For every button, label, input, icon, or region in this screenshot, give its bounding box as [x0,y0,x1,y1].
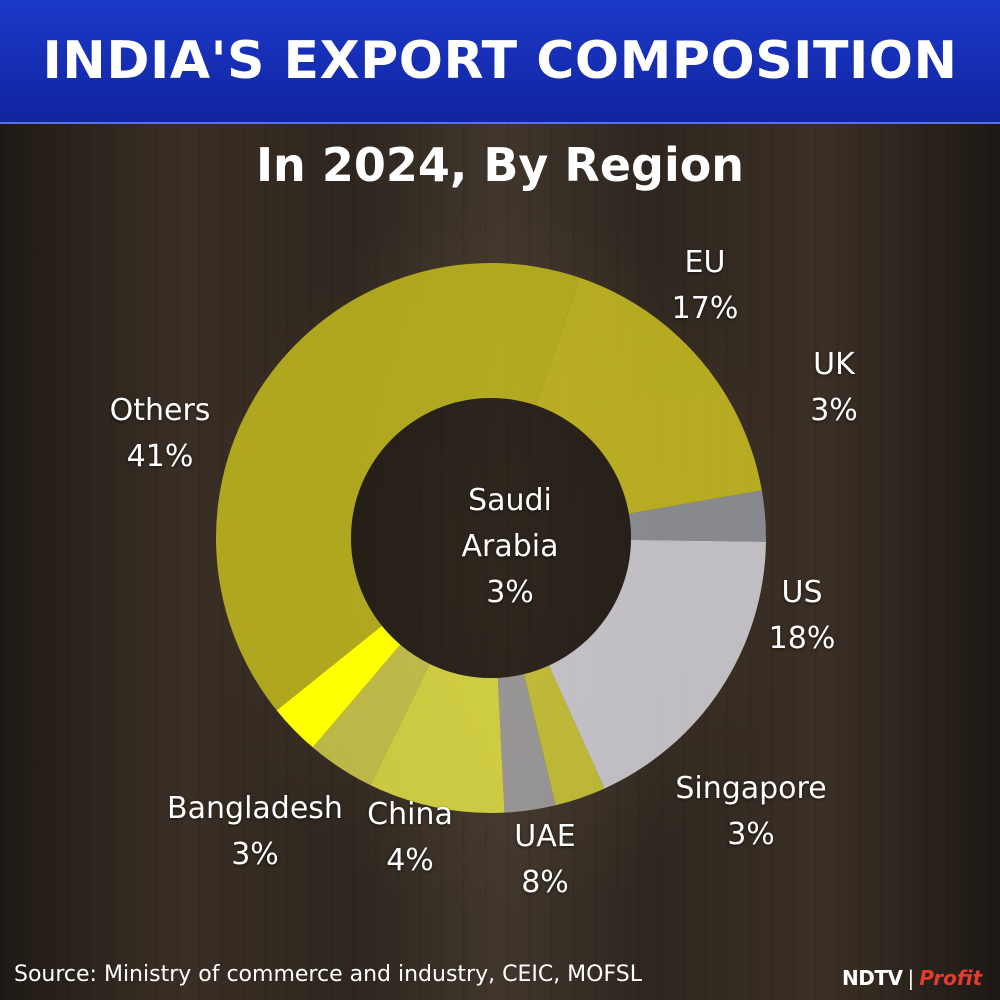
label-eu-value: 17% [671,291,739,326]
chart-subtitle: In 2024, By Region [255,138,745,192]
label-saudi-arabia-name-line1: Saudi [468,483,552,518]
label-uae: UAE 8% [490,814,600,906]
brand-separator: | [907,966,915,990]
slice-others [216,262,580,711]
label-saudi-arabia-value: 3% [486,575,534,610]
label-eu-name: EU [684,245,726,280]
label-uk: UK 3% [784,342,884,434]
slice-uk [628,490,766,542]
label-uae-value: 8% [521,865,569,900]
label-china: China 4% [350,792,470,884]
label-us: US 18% [752,570,852,662]
slice-china [312,644,430,786]
slice-singapore [523,665,605,806]
label-china-value: 4% [386,843,434,878]
chart-title: INDIA'S EXPORT COMPOSITION [42,31,958,91]
label-saudi-arabia: Saudi Arabia 3% [440,478,580,616]
source-note: Source: Ministry of commerce and industr… [14,962,642,987]
slice-bangladesh [276,625,401,748]
label-others-name: Others [109,393,211,428]
label-uk-value: 3% [810,393,858,428]
label-others: Others 41% [90,388,230,480]
slice-saudi-arabia [497,674,556,813]
label-eu: EU 17% [655,240,755,332]
label-us-name: US [781,575,823,610]
label-uk-name: UK [813,347,855,382]
title-bar: INDIA'S EXPORT COMPOSITION [0,0,1000,124]
brand-profit: Profit [919,966,983,990]
slice-uae [370,663,505,813]
label-singapore-value: 3% [727,817,775,852]
label-bangladesh-name: Bangladesh [167,791,343,826]
label-others-value: 41% [126,439,194,474]
label-singapore: Singapore 3% [656,766,846,858]
label-saudi-arabia-name-line2: Arabia [461,529,559,564]
donut-hole [351,398,631,678]
label-uae-name: UAE [514,819,576,854]
slice-eu [536,277,762,514]
brand-logo: NDTV | Profit [842,962,992,994]
label-singapore-name: Singapore [675,771,827,806]
label-us-value: 18% [768,621,836,656]
slice-us [548,539,766,789]
brand-ndtv: NDTV [842,966,903,990]
label-bangladesh-value: 3% [231,837,279,872]
label-china-name: China [367,797,453,832]
label-bangladesh: Bangladesh 3% [150,786,360,878]
